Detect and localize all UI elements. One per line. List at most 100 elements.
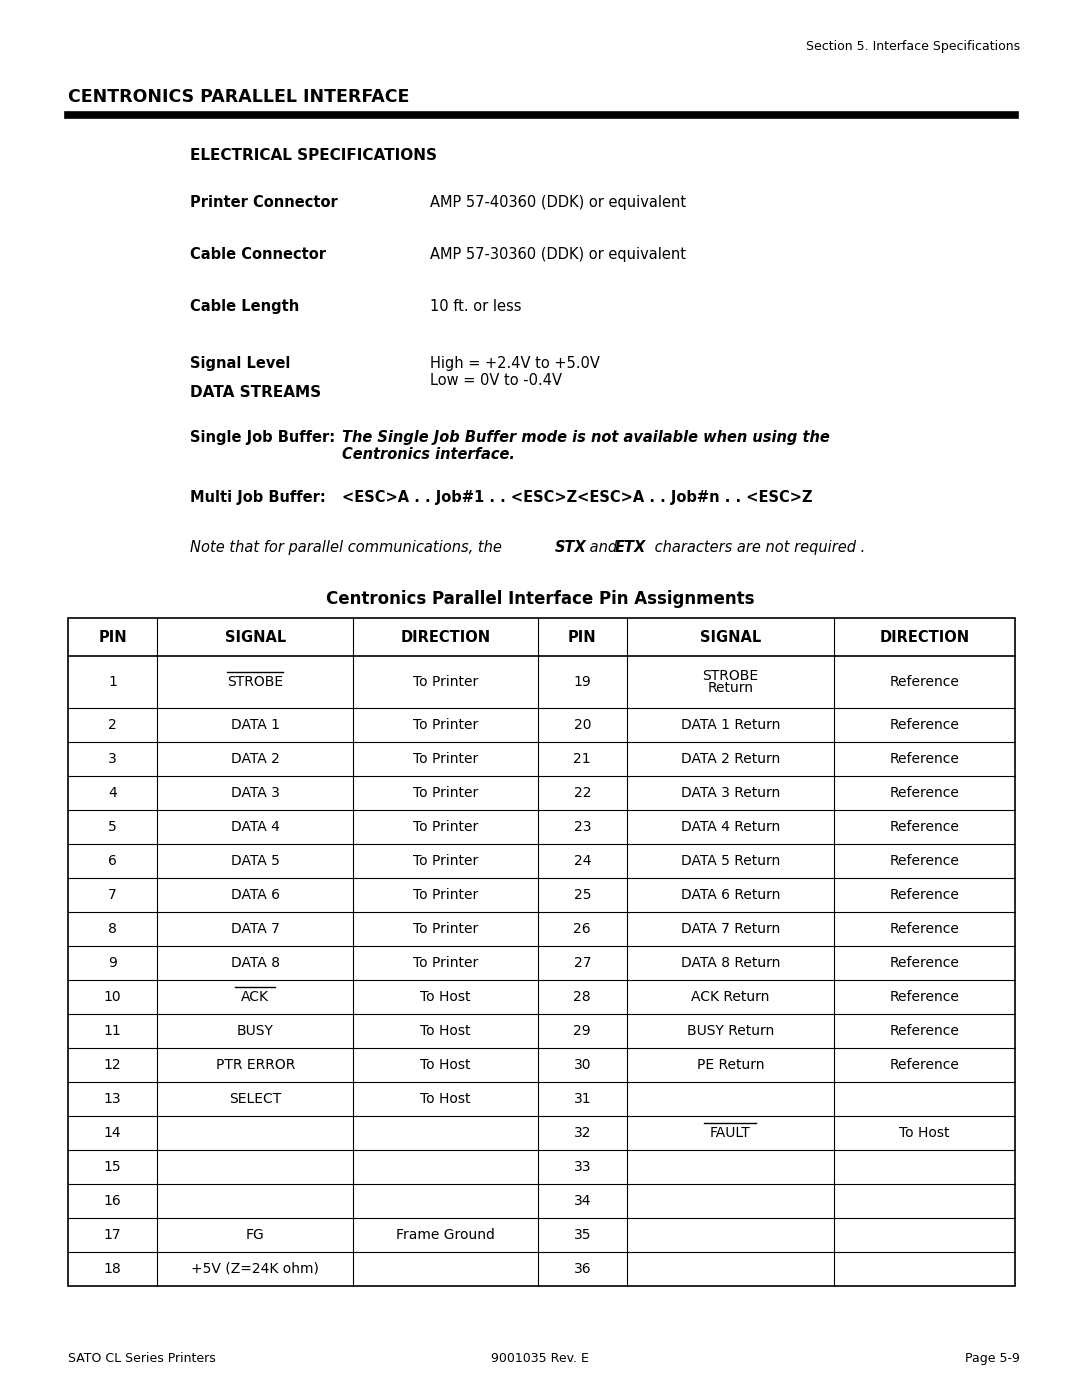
Text: Section 5. Interface Specifications: Section 5. Interface Specifications [806,41,1020,53]
Text: 23: 23 [573,820,591,834]
Text: ACK Return: ACK Return [691,990,770,1004]
Text: Reference: Reference [890,787,959,800]
Text: Reference: Reference [890,1024,959,1038]
Text: 20: 20 [573,718,591,732]
Text: To Printer: To Printer [413,820,478,834]
Text: DATA 3: DATA 3 [231,787,280,800]
Text: +5V (Z=24K ohm): +5V (Z=24K ohm) [191,1261,320,1275]
Text: Reference: Reference [890,922,959,936]
Text: 30: 30 [573,1058,591,1071]
Text: DATA 4 Return: DATA 4 Return [680,820,780,834]
Text: 28: 28 [573,990,591,1004]
Text: To Host: To Host [420,1024,471,1038]
Text: ETX: ETX [615,541,646,555]
Text: To Host: To Host [420,990,471,1004]
Text: SIGNAL: SIGNAL [225,630,286,644]
Text: High = +2.4V to +5.0V
Low = 0V to -0.4V: High = +2.4V to +5.0V Low = 0V to -0.4V [430,356,599,388]
Text: 33: 33 [573,1160,591,1173]
Text: SELECT: SELECT [229,1092,282,1106]
Text: DATA 6: DATA 6 [231,888,280,902]
Text: Cable Connector: Cable Connector [190,247,326,263]
Text: characters are not required .: characters are not required . [650,541,865,555]
Text: 25: 25 [573,888,591,902]
Text: To Printer: To Printer [413,922,478,936]
Text: 31: 31 [573,1092,591,1106]
Text: To Printer: To Printer [413,787,478,800]
Text: and: and [585,541,622,555]
Text: Multi Job Buffer:: Multi Job Buffer: [190,490,326,504]
Text: BUSY Return: BUSY Return [687,1024,774,1038]
Text: 9001035 Rev. E: 9001035 Rev. E [491,1352,589,1365]
Text: PE Return: PE Return [697,1058,765,1071]
Text: STROBE: STROBE [227,675,283,689]
Text: 24: 24 [573,854,591,868]
Text: PIN: PIN [568,630,596,644]
Text: Reference: Reference [890,854,959,868]
Bar [68,617,1015,1287]
Text: 32: 32 [573,1126,591,1140]
Text: To Printer: To Printer [413,854,478,868]
Text: 21: 21 [573,752,591,766]
Text: Reference: Reference [890,675,959,689]
Text: DIRECTION: DIRECTION [879,630,970,644]
Text: To Printer: To Printer [413,752,478,766]
Text: 14: 14 [104,1126,122,1140]
Text: FAULT: FAULT [710,1126,751,1140]
Text: AMP 57-30360 (DDK) or equivalent: AMP 57-30360 (DDK) or equivalent [430,247,686,263]
Text: To Host: To Host [900,1126,949,1140]
Text: 17: 17 [104,1228,122,1242]
Text: PIN: PIN [98,630,127,644]
Text: Page 5-9: Page 5-9 [966,1352,1020,1365]
Text: 2: 2 [108,718,117,732]
Text: Return: Return [707,682,754,696]
Text: PTR ERROR: PTR ERROR [216,1058,295,1071]
Text: Cable Length: Cable Length [190,299,299,314]
Text: BUSY: BUSY [237,1024,273,1038]
Text: 29: 29 [573,1024,591,1038]
Text: 7: 7 [108,888,117,902]
Text: 36: 36 [573,1261,591,1275]
Text: 18: 18 [104,1261,122,1275]
Text: DATA 5 Return: DATA 5 Return [680,854,780,868]
Text: Reference: Reference [890,956,959,970]
Text: 5: 5 [108,820,117,834]
Text: 11: 11 [104,1024,122,1038]
Text: DATA 2: DATA 2 [231,752,280,766]
Text: CENTRONICS PARALLEL INTERFACE: CENTRONICS PARALLEL INTERFACE [68,88,409,106]
Text: Reference: Reference [890,1058,959,1071]
Text: DATA 6 Return: DATA 6 Return [680,888,780,902]
Text: Printer Connector: Printer Connector [190,196,338,210]
Text: ELECTRICAL SPECIFICATIONS: ELECTRICAL SPECIFICATIONS [190,148,437,163]
Text: DATA 5: DATA 5 [231,854,280,868]
Text: 27: 27 [573,956,591,970]
Text: DATA 8: DATA 8 [231,956,280,970]
Text: 15: 15 [104,1160,122,1173]
Text: 22: 22 [573,787,591,800]
Text: 6: 6 [108,854,117,868]
Text: The Single Job Buffer mode is not available when using the
Centronics interface.: The Single Job Buffer mode is not availa… [342,430,829,462]
Text: 10: 10 [104,990,122,1004]
Text: DATA 1: DATA 1 [231,718,280,732]
Text: Reference: Reference [890,820,959,834]
Text: Frame Ground: Frame Ground [396,1228,495,1242]
Text: 16: 16 [104,1194,122,1208]
Text: 3: 3 [108,752,117,766]
Text: Single Job Buffer:: Single Job Buffer: [190,430,335,446]
Text: To Printer: To Printer [413,718,478,732]
Text: 10 ft. or less: 10 ft. or less [430,299,522,314]
Text: DIRECTION: DIRECTION [401,630,490,644]
Text: Reference: Reference [890,718,959,732]
Text: DATA 8 Return: DATA 8 Return [680,956,780,970]
Text: DATA 4: DATA 4 [231,820,280,834]
Text: AMP 57-40360 (DDK) or equivalent: AMP 57-40360 (DDK) or equivalent [430,196,686,210]
Text: 34: 34 [573,1194,591,1208]
Text: FG: FG [246,1228,265,1242]
Text: To Printer: To Printer [413,888,478,902]
Text: DATA 1 Return: DATA 1 Return [680,718,780,732]
Text: Signal Level: Signal Level [190,356,291,372]
Text: 35: 35 [573,1228,591,1242]
Text: Centronics Parallel Interface Pin Assignments: Centronics Parallel Interface Pin Assign… [326,590,754,608]
Text: 8: 8 [108,922,117,936]
Text: 4: 4 [108,787,117,800]
Text: Reference: Reference [890,888,959,902]
